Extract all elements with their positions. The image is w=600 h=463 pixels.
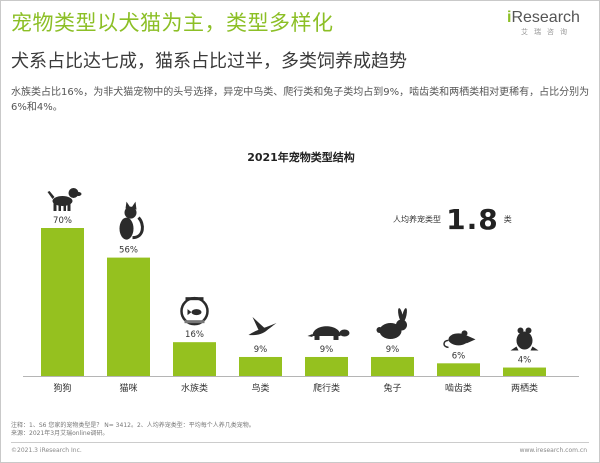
- page-subtitle: 犬系占比达七成，猫系占比过半，多类饲养成趋势: [11, 51, 407, 72]
- iresearch-logo: iResearch 艾瑞咨询: [507, 9, 595, 43]
- category-label: 鸟类: [251, 382, 269, 394]
- footer-copyright: ©2021.3 iResearch Inc.: [11, 447, 82, 454]
- avg-pet-types-unit: 类: [503, 215, 512, 224]
- bar-chart: 70% 狗狗 56% 猫咪 16% 水族类 9% 鸟类 9% 爬行类 9% 兔子 6% 啮齿类 4% 两栖类: [23, 188, 579, 394]
- avg-pet-types-value: 1.8: [446, 203, 499, 236]
- bar-4: [239, 356, 282, 376]
- note-line-1: 注释：1、S6 您家的宠物类型是？ N= 3412。2、人均养宠类型：平均每个人…: [11, 422, 255, 429]
- footer-divider: [11, 442, 589, 443]
- category-label: 兔子: [383, 382, 401, 394]
- chart-notes: 注释：1、S6 您家的宠物类型是？ N= 3412。2、人均养宠类型：平均每个人…: [11, 422, 255, 438]
- category-label: 猫咪: [119, 382, 137, 394]
- bar-value-label: 16%: [185, 330, 204, 340]
- turtle-icon: [307, 326, 350, 340]
- bar-value-label: 4%: [518, 356, 532, 366]
- page-title: 宠物类型以犬猫为主，类型多样化: [11, 11, 334, 35]
- logo-subtitle: 艾瑞咨询: [521, 28, 573, 36]
- bar-value-label: 56%: [119, 246, 138, 256]
- footer-website: www.iresearch.com.cn: [519, 447, 587, 454]
- rabbit-icon: [376, 308, 407, 339]
- note-line-2: 来源：2021年3月艾瑞online调研。: [11, 430, 109, 437]
- bar-value-label: 70%: [53, 216, 72, 226]
- bar-2: [107, 257, 150, 376]
- frog-icon: [510, 327, 539, 351]
- category-label: 狗狗: [53, 382, 71, 394]
- dog-icon: [47, 188, 82, 211]
- chart-title: 2021年宠物类型结构: [247, 151, 355, 164]
- cat-icon: [119, 201, 144, 240]
- bar-5: [305, 356, 348, 376]
- category-label: 爬行类: [313, 382, 340, 394]
- fishbowl-icon: [180, 296, 209, 326]
- rat-icon: [443, 330, 476, 349]
- avg-pet-types-callout: 人均养宠类型 1.8 类: [393, 203, 512, 236]
- avg-pet-types-label: 人均养宠类型: [393, 215, 441, 224]
- bar-value-label: 9%: [320, 345, 334, 355]
- bar-value-label: 6%: [452, 351, 466, 361]
- description-text: 水族类占比16%，为非犬猫宠物中的头号选择，异宠中鸟类、爬行类和兔子类均占到9%…: [11, 87, 590, 113]
- bar-7: [437, 363, 480, 376]
- bar-value-label: 9%: [254, 345, 268, 355]
- bird-icon: [248, 316, 277, 336]
- category-label: 水族类: [181, 382, 208, 394]
- bar-1: [41, 228, 84, 376]
- category-label: 啮齿类: [445, 382, 472, 394]
- bar-8: [503, 367, 546, 376]
- category-label: 两栖类: [511, 382, 538, 394]
- logo-wordmark: iResearch: [507, 9, 580, 26]
- bar-3: [173, 342, 216, 376]
- bar-value-label: 9%: [386, 345, 400, 355]
- bar-6: [371, 356, 414, 376]
